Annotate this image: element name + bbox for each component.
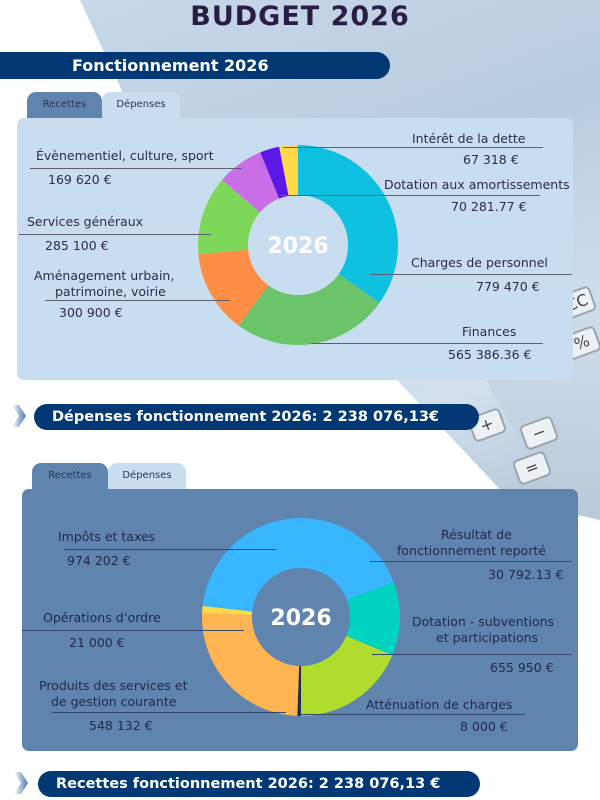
donut-segment — [301, 635, 393, 716]
value-operations-ordre: 21 000 € — [69, 635, 125, 650]
donut-segment — [297, 665, 301, 716]
donut-segment — [202, 518, 394, 612]
label-interet-dette: Intérêt de la dette — [412, 131, 526, 146]
label-finances: Finances — [462, 324, 517, 339]
leader-line — [45, 300, 230, 301]
recettes-total-band: Recettes fonctionnement 2026: 2 238 076,… — [38, 771, 480, 797]
value-produits-services: 548 132 € — [89, 718, 153, 733]
donut-segment — [238, 273, 380, 345]
label-evenementiel: Évènementiel, culture, sport — [36, 148, 214, 163]
leader-line — [283, 147, 543, 148]
value-finances: 565 386.36 € — [448, 347, 532, 362]
label-dotation-amortissements: Dotation aux amortissements — [384, 177, 570, 192]
recettes-donut-chart: 2026 — [202, 518, 400, 716]
value-dotation-subventions: 655 950 € — [490, 660, 554, 675]
leader-line — [300, 714, 525, 715]
leader-line — [64, 549, 276, 550]
label-amenagement-line2: patrimoine, voirie — [55, 284, 166, 299]
chevron-right-icon — [14, 772, 28, 794]
value-dotation-amortissements: 70 281.77 € — [451, 199, 527, 214]
value-interet-dette: 67 318 € — [463, 152, 519, 167]
donut-segment — [198, 249, 269, 326]
label-produits-services: Produits des services et — [39, 678, 188, 693]
section-title-band: Fonctionnement 2026 — [0, 52, 390, 79]
label-resultat-reporte-line2: fonctionnement reporté — [397, 543, 546, 558]
value-attenuation-charges: 8 000 € — [460, 719, 508, 734]
label-charges-personnel: Charges de personnel — [411, 255, 548, 270]
label-dotation-subventions: Dotation - subventions — [412, 614, 555, 629]
leader-line — [372, 654, 572, 655]
donut-segment — [346, 582, 400, 656]
leader-line — [280, 195, 540, 196]
leader-line — [30, 168, 242, 169]
tab-depenses[interactable]: Dépenses — [108, 463, 186, 489]
value-impots-taxes: 974 202 € — [67, 553, 131, 568]
label-amenagement: Aménagement urbain, — [34, 268, 175, 283]
value-charges-personnel: 779 470 € — [476, 279, 540, 294]
donut-segment — [279, 145, 298, 196]
donut-segment — [260, 146, 289, 199]
leader-line — [370, 274, 572, 275]
leader-line — [52, 712, 286, 713]
label-operations-ordre: Opérations d’ordre — [43, 610, 161, 625]
chevron-right-icon — [12, 405, 26, 427]
value-resultat-reporte: 30 792.13 € — [488, 567, 564, 582]
label-impots-taxes: Impôts et taxes — [58, 529, 156, 544]
label-resultat-reporte: Résultat de — [441, 527, 512, 542]
donut-segment — [198, 179, 261, 255]
tab-depenses[interactable]: Dépenses — [102, 92, 180, 118]
tab-recettes[interactable]: Recettes — [27, 92, 102, 118]
value-evenementiel: 169 620 € — [48, 172, 112, 187]
leader-line — [311, 343, 543, 344]
depenses-total-band: Dépenses fonctionnement 2026: 2 238 076,… — [34, 404, 479, 430]
leader-line — [19, 234, 211, 235]
donut-segment — [202, 613, 300, 716]
donut-segment — [298, 145, 398, 303]
donut-center-label: 2026 — [267, 234, 328, 259]
value-services-generaux: 285 100 € — [45, 238, 109, 253]
donut-segment — [222, 152, 280, 213]
label-produits-services-line2: de gestion courante — [51, 694, 177, 709]
label-attenuation-charges: Atténuation de charges — [366, 697, 513, 712]
donut-segment — [202, 605, 253, 616]
tab-recettes[interactable]: Recettes — [32, 463, 108, 489]
depenses-donut-chart: 2026 — [198, 145, 398, 345]
label-dotation-subventions-line2: et participations — [436, 630, 539, 645]
leader-line — [370, 561, 572, 562]
page-title: BUDGET 2026 — [190, 1, 410, 32]
leader-line — [22, 630, 244, 631]
donut-center-label: 2026 — [270, 606, 331, 631]
value-amenagement: 300 900 € — [59, 305, 123, 320]
label-services-generaux: Services généraux — [27, 214, 144, 229]
